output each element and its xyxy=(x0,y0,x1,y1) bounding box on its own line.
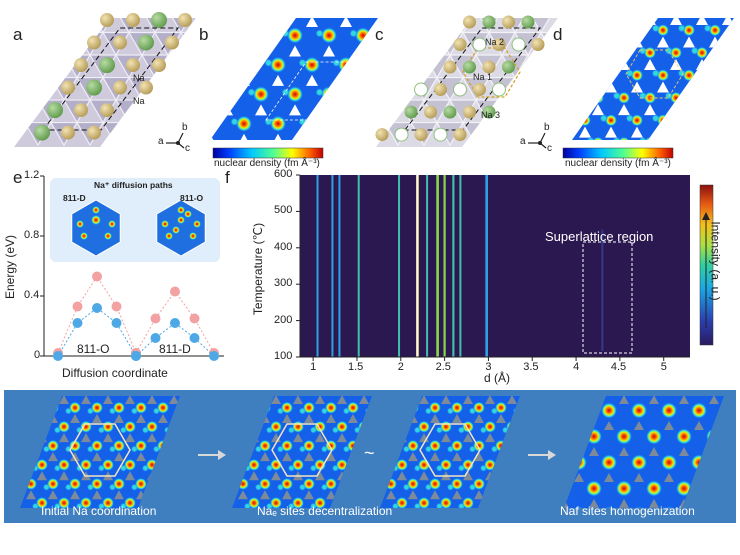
inset-title: Na⁺ diffusion paths xyxy=(94,180,173,190)
energy-point xyxy=(53,351,63,361)
ytick-f-1: 200 xyxy=(274,313,293,326)
curve-label-2: 811-D xyxy=(159,342,191,356)
ytick-f-0: 100 xyxy=(274,350,293,362)
axis-label-b-1: b xyxy=(182,122,188,133)
inset-right-label: 811-O xyxy=(180,193,204,203)
diffraction-peak xyxy=(426,175,429,357)
ytick-f-5: 600 xyxy=(274,168,293,180)
tilde-separator: ~ xyxy=(364,443,375,463)
xlabel-f: d (Å) xyxy=(484,371,511,385)
g-caption-3: Naf sites homogenization xyxy=(560,504,695,518)
g-caption-2: Naₑ sites decentralization xyxy=(257,504,393,518)
xtick-f-6: 4 xyxy=(573,361,580,373)
axis-label-c-2: c xyxy=(547,143,552,154)
diffraction-peak xyxy=(331,175,334,357)
arrow-1 xyxy=(198,450,226,460)
na-label-c3: Na 3 xyxy=(481,110,501,120)
arrow-2 xyxy=(528,450,556,460)
inset-left-label: 811-D xyxy=(63,193,86,203)
na-label-a2: Na xyxy=(133,96,145,106)
energy-point xyxy=(150,333,161,343)
xtick-f-7: 4.5 xyxy=(610,361,627,373)
panel-letter-a: a xyxy=(13,25,23,44)
diffraction-peak xyxy=(485,175,488,357)
ytick-f-4: 500 xyxy=(274,204,293,217)
xtick-f-0: 1 xyxy=(310,361,317,373)
colorbar-label-b: nuclear density (fm Å⁻³) xyxy=(214,158,320,169)
na-label-a1: Na xyxy=(133,73,145,83)
xtick-f-4: 3 xyxy=(485,361,492,373)
axis-label-a-2: a xyxy=(520,136,526,147)
unit-cell-a xyxy=(41,27,180,131)
energy-point xyxy=(111,301,122,312)
energy-point xyxy=(92,303,102,313)
na-label-c1: Na 1 xyxy=(473,72,493,82)
xtick-f-2: 2 xyxy=(397,361,404,373)
diffraction-peak xyxy=(443,175,446,357)
panel-letter-b: b xyxy=(199,25,209,44)
diffraction-peak xyxy=(316,175,319,357)
panel-letter-c: c xyxy=(375,25,384,44)
ytick-e-0: 0 xyxy=(34,349,41,361)
energy-point xyxy=(170,286,180,297)
ytick-e-1: 0.4 xyxy=(24,289,40,301)
diffraction-peak xyxy=(338,175,341,357)
energy-point xyxy=(189,333,200,343)
axis-label-c-1: c xyxy=(185,143,190,154)
diffraction-peak xyxy=(459,175,462,357)
curve-label-1: 811-O xyxy=(77,342,110,356)
energy-point xyxy=(72,301,83,312)
energy-point xyxy=(150,313,161,324)
xtick-f-1: 1.5 xyxy=(347,361,364,373)
energy-point xyxy=(170,318,180,328)
energy-point xyxy=(189,313,200,324)
g-caption-1: Initial Na coordination xyxy=(41,504,157,518)
xtick-f-5: 3.5 xyxy=(523,361,539,373)
colorbar-b xyxy=(212,147,324,159)
axis-label-a-1: a xyxy=(158,136,164,147)
heatmap-plot-area xyxy=(300,175,690,357)
panel-letter-e: e xyxy=(13,168,23,187)
na-label-c2: Na 2 xyxy=(485,37,505,47)
diffraction-peak xyxy=(436,175,439,357)
energy-point xyxy=(111,318,122,328)
diffraction-peak xyxy=(452,175,455,357)
xlabel-e: Diffusion coordinate xyxy=(62,366,168,380)
panel-letter-d: d xyxy=(553,25,563,44)
panel-letter-f: f xyxy=(225,168,230,187)
ytick-e-2: 0.8 xyxy=(24,229,40,241)
colorbar-label-d: nuclear density (fm Å⁻³) xyxy=(565,158,671,169)
axis-label-b-2: b xyxy=(544,122,550,133)
energy-point xyxy=(92,271,102,282)
ytick-e-3: 1.2 xyxy=(24,169,40,181)
diffraction-peak xyxy=(357,175,360,357)
diffraction-peak xyxy=(398,175,401,357)
energy-point xyxy=(209,351,219,361)
energy-point xyxy=(72,318,83,328)
energy-point xyxy=(131,351,141,361)
ytick-f-3: 400 xyxy=(274,240,293,253)
colorbar-d xyxy=(562,147,674,159)
diffraction-peak xyxy=(601,229,604,351)
xtick-f-8: 5 xyxy=(660,361,667,373)
xtick-f-3: 2.5 xyxy=(435,361,451,373)
ytick-f-2: 300 xyxy=(274,277,293,290)
superlattice-label: Superlattice region xyxy=(545,229,654,244)
